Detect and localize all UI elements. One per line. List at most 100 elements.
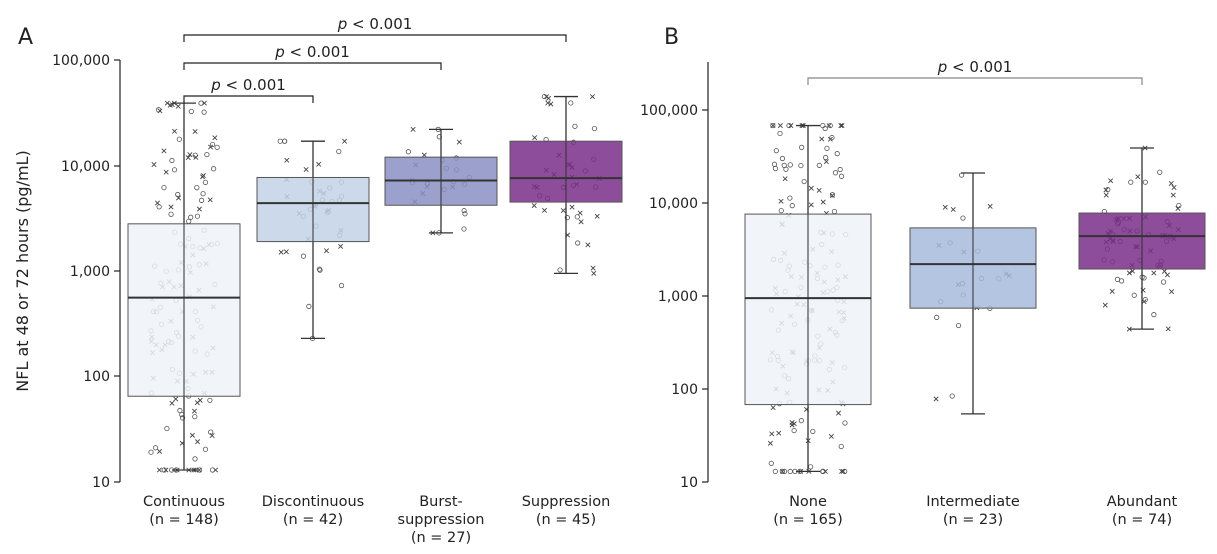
data-point — [152, 445, 159, 451]
data-point — [200, 191, 206, 197]
data-point — [342, 138, 348, 144]
data-point — [148, 449, 154, 455]
data-point — [168, 211, 174, 217]
data-point — [594, 213, 600, 219]
data-point — [798, 418, 804, 424]
data-point — [782, 176, 788, 182]
data-point — [1130, 268, 1136, 274]
data-point — [157, 448, 163, 454]
data-point — [778, 198, 784, 204]
data-point — [209, 467, 216, 473]
data-point — [151, 162, 157, 168]
data-point — [1164, 272, 1170, 278]
y-tick-label: 10,000 — [61, 159, 110, 175]
data-point — [1175, 205, 1181, 212]
box-0 — [744, 122, 872, 475]
data-point — [1165, 326, 1171, 332]
data-point — [837, 166, 843, 173]
data-point — [834, 151, 840, 157]
data-point — [1151, 270, 1157, 276]
data-point — [787, 162, 793, 168]
data-point — [191, 408, 197, 414]
box-2 — [384, 126, 498, 236]
data-point — [421, 152, 427, 158]
data-point — [823, 154, 829, 161]
data-point — [949, 393, 955, 399]
data-point — [568, 100, 574, 106]
data-point — [195, 439, 201, 445]
data-point — [569, 204, 575, 210]
data-point — [585, 242, 591, 248]
data-point — [179, 415, 186, 421]
data-point — [188, 108, 194, 115]
data-point — [816, 187, 822, 193]
data-point — [933, 396, 939, 402]
data-point — [548, 101, 554, 107]
significance-bracket — [183, 62, 442, 70]
data-point — [1151, 312, 1157, 318]
data-point — [193, 154, 199, 160]
data-point — [820, 122, 826, 129]
data-point — [188, 214, 194, 220]
data-point — [532, 135, 538, 141]
data-point — [772, 165, 779, 172]
data-point — [208, 429, 214, 435]
data-point — [338, 282, 345, 289]
data-point — [960, 215, 966, 221]
y-tick-label: 10 — [92, 475, 110, 491]
data-point — [196, 467, 203, 473]
category-label: None — [789, 494, 827, 510]
data-point — [942, 204, 948, 210]
significance-label: p < 0.001 — [937, 58, 1013, 76]
category-label: (n = 27) — [411, 530, 471, 546]
data-point — [1142, 297, 1148, 303]
data-point — [771, 161, 778, 167]
data-point — [769, 431, 775, 437]
data-point — [1171, 184, 1177, 190]
y-tick-label: 100 — [671, 382, 698, 398]
data-point — [196, 467, 202, 473]
data-point — [541, 207, 548, 213]
significance-label: p < 0.001 — [210, 76, 286, 94]
data-point — [572, 123, 578, 129]
y-tick-label: 100,000 — [52, 53, 110, 69]
data-point — [808, 464, 814, 470]
data-point — [842, 420, 848, 426]
data-point — [767, 440, 773, 446]
data-point — [531, 203, 537, 209]
data-point — [156, 467, 162, 473]
data-point — [192, 129, 198, 135]
data-point — [1118, 278, 1125, 284]
data-point — [1109, 288, 1115, 294]
data-point — [316, 161, 322, 167]
box-1 — [909, 172, 1037, 415]
data-point — [189, 432, 195, 438]
box-1 — [256, 138, 370, 341]
significance-bracket — [807, 77, 1143, 85]
category-label: (n = 165) — [773, 512, 843, 528]
data-point — [822, 468, 828, 474]
data-point — [787, 195, 793, 201]
data-point — [1126, 326, 1132, 332]
data-point — [820, 199, 826, 205]
data-point — [169, 157, 175, 164]
data-point — [207, 397, 213, 403]
data-point — [196, 206, 202, 212]
data-point — [1102, 302, 1108, 308]
category-label: (n = 74) — [1112, 512, 1172, 528]
data-point — [202, 179, 209, 185]
data-point — [801, 178, 807, 185]
data-point — [829, 192, 835, 199]
data-point — [316, 266, 323, 272]
data-point — [546, 95, 552, 101]
data-point — [306, 303, 312, 309]
data-point — [1160, 279, 1167, 285]
category-label: (n = 45) — [536, 512, 596, 528]
data-point — [1103, 192, 1109, 198]
y-tick-label: 100 — [83, 369, 110, 385]
data-point — [829, 134, 835, 141]
data-point — [197, 397, 203, 403]
data-point — [1108, 178, 1114, 184]
data-point — [838, 123, 844, 129]
box-2 — [1078, 145, 1206, 332]
